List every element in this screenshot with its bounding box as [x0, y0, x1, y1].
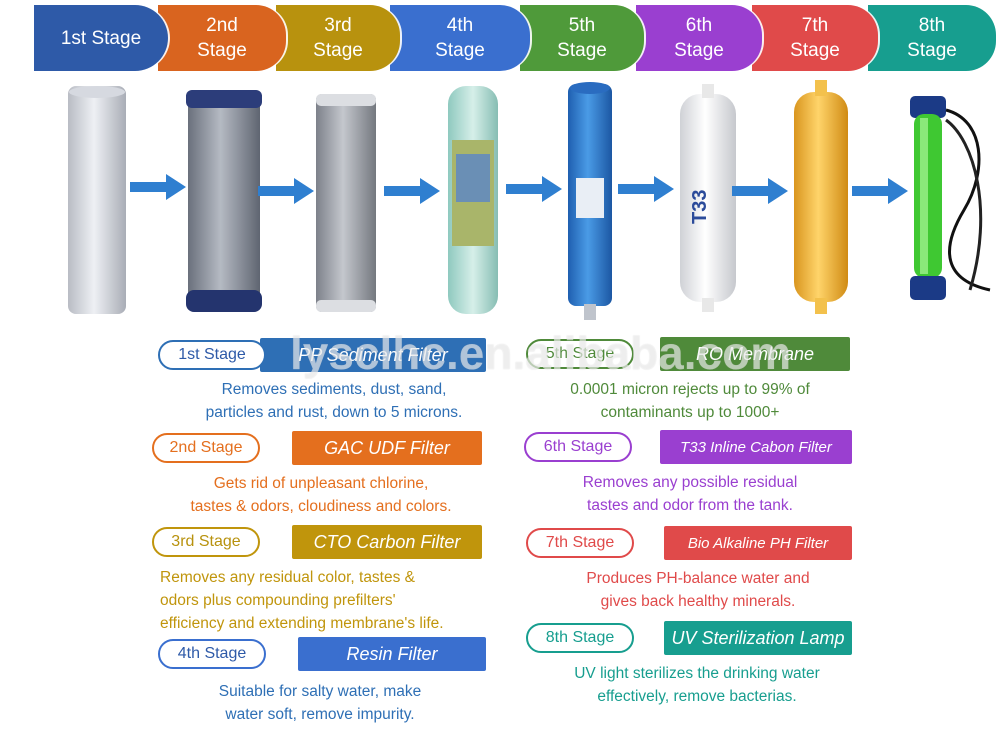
stage-6-description: Removes any possible residual tastes and… — [582, 474, 798, 514]
arrow-right-icon — [258, 178, 314, 204]
arrow-right-icon — [506, 176, 562, 202]
stage-tab-8: 8th Stage — [868, 5, 996, 71]
svg-text:T33: T33 — [689, 190, 711, 224]
resin-inline-cartridge-icon — [448, 86, 498, 314]
stage-5-description: 0.0001 micron rejects up to 99% of conta… — [570, 381, 810, 421]
stage-4-description: Suitable for salty water, make water sof… — [218, 683, 422, 723]
stage-tab-3: 3rd Stage — [276, 5, 400, 71]
stage-7-description: Produces PH-balance water and gives back… — [586, 570, 810, 610]
arrow-right-icon — [130, 174, 186, 200]
stage-7-pill: 7th Stage — [526, 528, 634, 558]
stage-tab-7: 7th Stage — [752, 5, 878, 71]
stage-3-pill: 3rd Stage — [152, 527, 260, 557]
stage-2-pill: 2nd Stage — [152, 433, 260, 463]
stage-8-description: UV light sterilizes the drinking water e… — [574, 665, 820, 705]
stage-3-description: Removes any residual color, tastes & odo… — [160, 569, 444, 632]
stage-1-pill: 1st Stage — [158, 340, 266, 370]
stage-tab-6: 6th Stage — [636, 5, 762, 71]
arrow-right-icon — [618, 176, 674, 202]
stage-2-name-box: GAC UDF Filter — [292, 431, 482, 465]
uv-sterilization-lamp-icon — [910, 96, 991, 300]
pp-sediment-cartridge-icon — [68, 86, 126, 314]
arrow-right-icon — [852, 178, 908, 204]
stage-7-name-box: Bio Alkaline PH Filter — [664, 526, 852, 560]
arrow-right-icon — [384, 178, 440, 204]
stage-tab-4: 4th Stage — [390, 5, 530, 71]
arrow-right-icon — [732, 178, 788, 204]
stage-tab-2: 2nd Stage — [158, 5, 286, 71]
stage-4-pill: 4th Stage — [158, 639, 266, 669]
bio-alkaline-filter-icon — [794, 80, 848, 314]
stage-1-name-box: PP Sediment Filter — [260, 338, 486, 372]
tab-left-cap — [34, 5, 48, 71]
stage-8-pill: 8th Stage — [526, 623, 634, 653]
stage-1-description: Removes sediments, dust, sand, particles… — [205, 381, 463, 421]
ro-membrane-icon — [568, 82, 612, 320]
stage-2-description: Gets rid of unpleasant chlorine, tastes … — [190, 475, 452, 515]
cto-carbon-cartridge-icon — [316, 94, 376, 312]
stage-6-name-box: T33 Inline Cabon Filter — [660, 430, 852, 464]
watermark: lysclhc.en.alibaba.com — [290, 327, 792, 379]
stage-tab-1: 1st Stage — [34, 5, 168, 71]
gac-udf-cartridge-icon — [186, 90, 262, 312]
t33-inline-filter-icon: T33 — [680, 84, 736, 312]
stage-5-name-box: RO Membrane — [660, 337, 850, 371]
stage-3-name-box: CTO Carbon Filter — [292, 525, 482, 559]
stage-4-name-box: Resin Filter — [298, 637, 486, 671]
stage-tab-bar: 1st Stage 2nd Stage 3rd Stage 4th Stage … — [0, 0, 1000, 72]
stage-6-pill: 6th Stage — [524, 432, 632, 462]
stage-8-name-box: UV Sterilization Lamp — [664, 621, 852, 655]
stage-tab-5: 5th Stage — [520, 5, 644, 71]
stage-5-pill: 5th Stage — [526, 339, 634, 369]
